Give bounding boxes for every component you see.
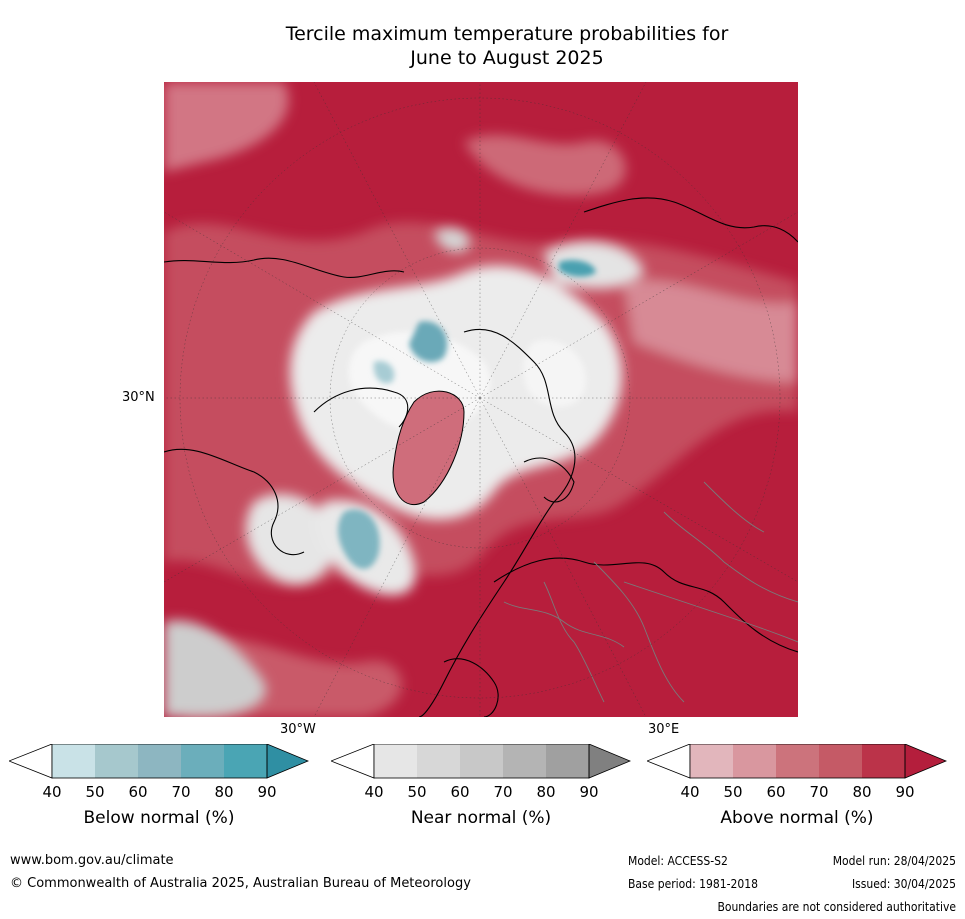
colorbar-above-label: Above normal (%) xyxy=(720,808,874,828)
tick: 90 xyxy=(579,783,599,801)
colorbar-near-bin-4 xyxy=(503,744,546,778)
colorbar-near-label: Near normal (%) xyxy=(410,808,552,828)
colorbar-below-bin-2 xyxy=(95,744,138,778)
lat-label-30n: 30°N xyxy=(122,390,155,405)
colorbar-below-label: Below normal (%) xyxy=(83,808,235,828)
colorbar-above-bin-5 xyxy=(862,744,905,778)
colorbar-above-extend-high xyxy=(904,744,947,779)
colorbar-near-extend-low xyxy=(331,744,375,779)
website-link[interactable]: www.bom.gov.au/climate xyxy=(10,853,174,868)
coastlines xyxy=(164,197,798,717)
tick: 70 xyxy=(809,783,829,801)
map-svg xyxy=(164,82,798,717)
disclaimer-text: Boundaries are not considered authoritat… xyxy=(717,900,956,914)
title-line-2: June to August 2025 xyxy=(410,47,604,69)
issued-text: Issued: 30/04/2025 xyxy=(851,877,956,891)
probability-map xyxy=(164,82,798,717)
tick: 70 xyxy=(493,783,513,801)
lon-label-30w: 30°W xyxy=(280,722,316,737)
title-line-1: Tercile maximum temperature probabilitie… xyxy=(285,23,729,45)
tick: 90 xyxy=(257,783,277,801)
tick: 80 xyxy=(214,783,234,801)
copyright-text: © Commonwealth of Australia 2025, Austra… xyxy=(10,876,471,891)
colorbar-near-bin-5 xyxy=(546,744,589,778)
tick: 80 xyxy=(536,783,556,801)
colorbar-below xyxy=(9,744,309,779)
tick: 50 xyxy=(723,783,743,801)
colorbar-above xyxy=(647,744,947,779)
tick: 90 xyxy=(895,783,915,801)
model-run-text: Model run: 28/04/2025 xyxy=(832,854,956,868)
base-period-text: Base period: 1981-2018 xyxy=(628,877,759,891)
colorbar-near-extend-high xyxy=(588,744,631,779)
greenland-region xyxy=(392,390,465,505)
colorbar-near-bin-1 xyxy=(374,744,417,778)
colorbar-near xyxy=(331,744,631,779)
colorbar-above-bin-1 xyxy=(690,744,733,778)
colorbar-above-extend-low xyxy=(647,744,691,779)
tick: 60 xyxy=(766,783,786,801)
colorbar-above-bin-3 xyxy=(776,744,819,778)
colorbar-below-bin-1 xyxy=(52,744,95,778)
colorbar-near-bin-3 xyxy=(460,744,503,778)
colorbar-below-bin-4 xyxy=(181,744,224,778)
tick: 50 xyxy=(407,783,427,801)
tick: 60 xyxy=(450,783,470,801)
graticule xyxy=(164,82,798,717)
colorbar-above-bin-4 xyxy=(819,744,862,778)
lon-label-30e: 30°E xyxy=(648,722,680,737)
country-borders xyxy=(503,481,798,703)
tick: 80 xyxy=(852,783,872,801)
colorbar-below-extend-low xyxy=(9,744,53,779)
below-normal-regions xyxy=(338,260,596,569)
tick: 40 xyxy=(42,783,62,801)
colorbar-below-extend-high xyxy=(266,744,309,779)
tick: 40 xyxy=(680,783,700,801)
colorbar-above-bin-2 xyxy=(733,744,776,778)
colorbar-near-bin-2 xyxy=(417,744,460,778)
colorbar-below-bin-3 xyxy=(138,744,181,778)
tick: 40 xyxy=(364,783,384,801)
tick: 60 xyxy=(128,783,148,801)
colorbar-below-bin-5 xyxy=(224,744,267,778)
tick: 70 xyxy=(171,783,191,801)
model-text: Model: ACCESS-S2 xyxy=(628,854,728,868)
tick: 50 xyxy=(85,783,105,801)
chart-title: Tercile maximum temperature probabilitie… xyxy=(164,22,850,70)
